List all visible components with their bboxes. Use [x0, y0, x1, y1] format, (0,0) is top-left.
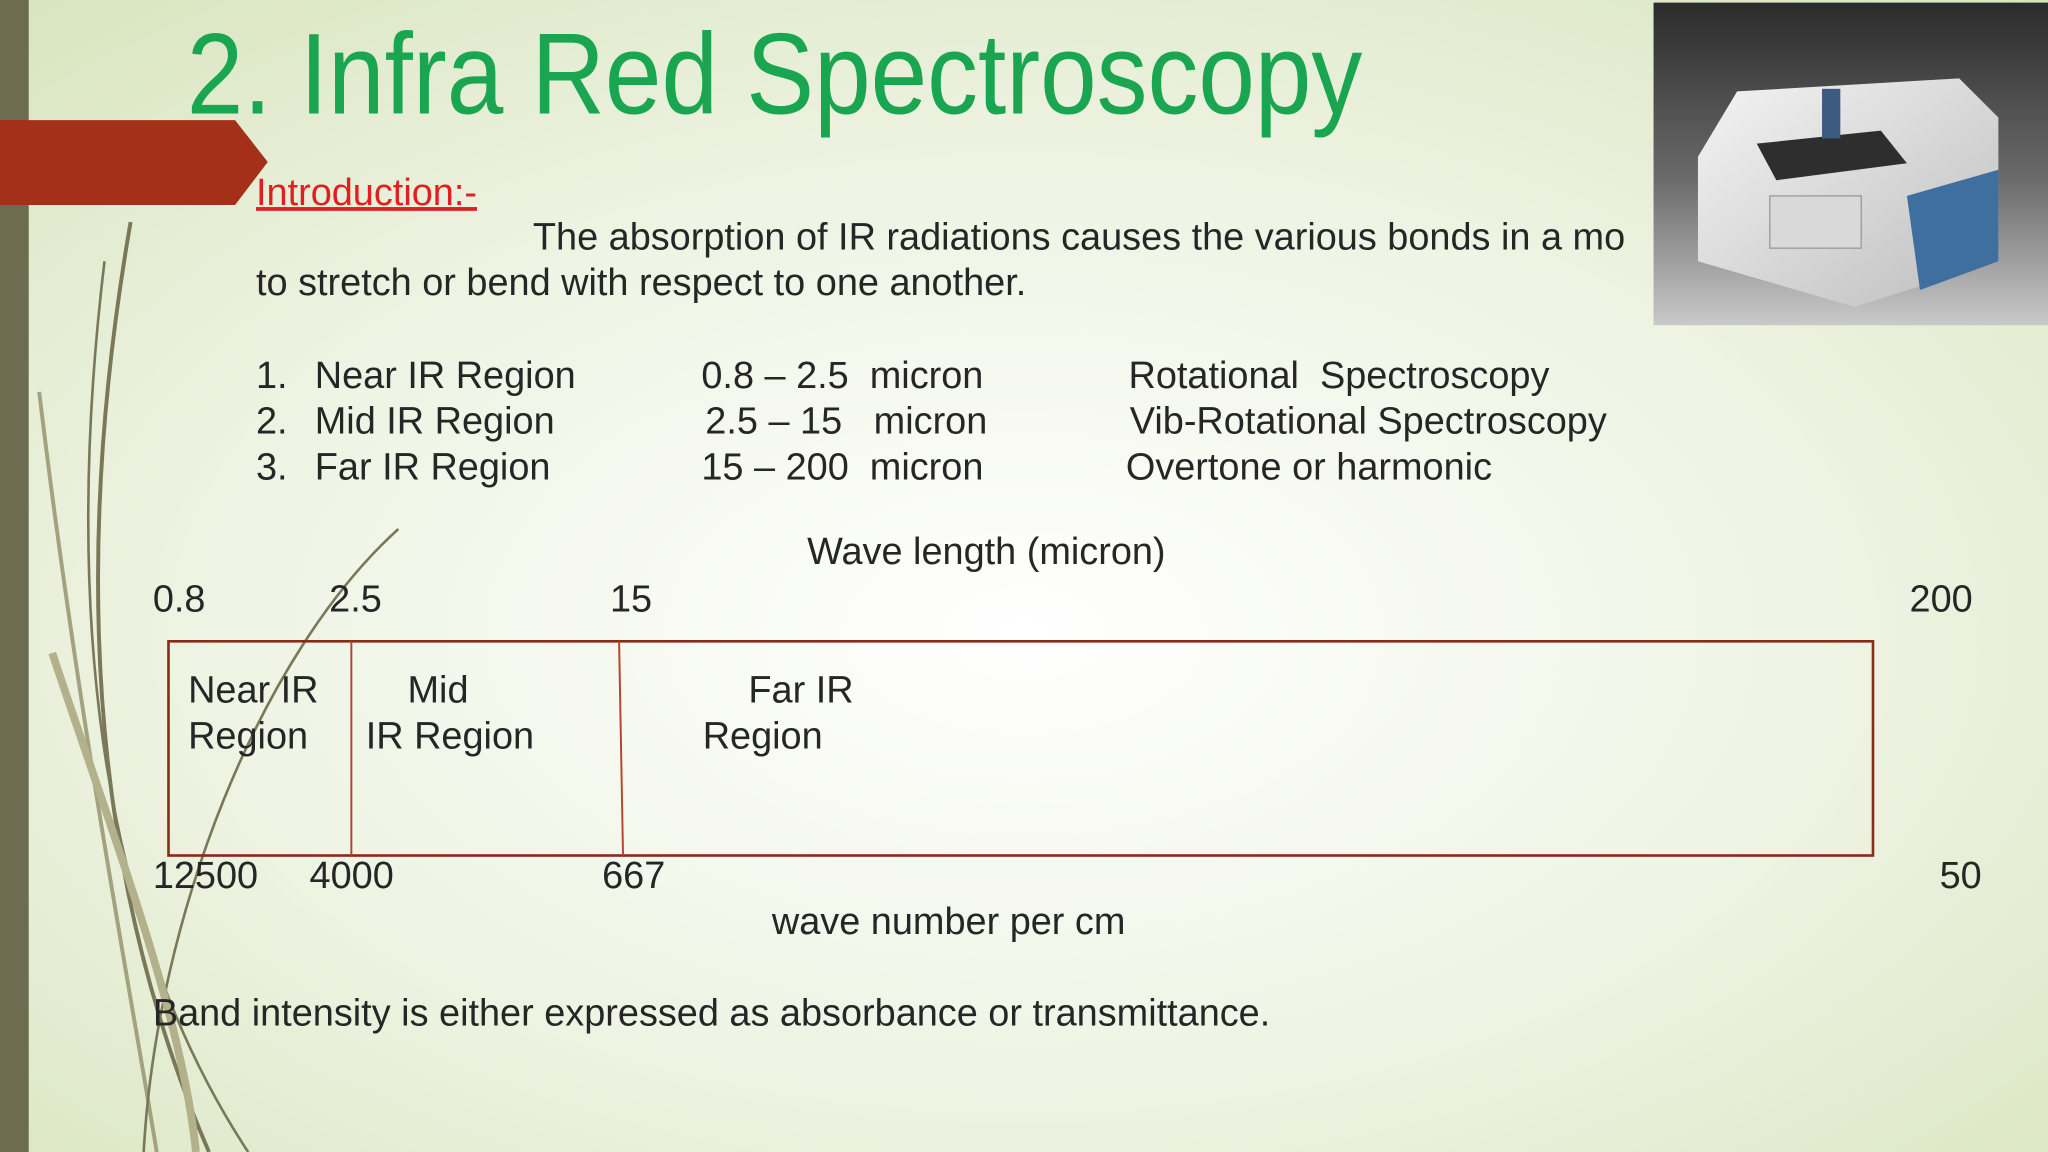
segment-label: Mid: [408, 670, 469, 712]
slide-title: 2. Infra Red Spectroscopy: [187, 11, 1363, 139]
region-name: Far IR Region: [315, 446, 551, 488]
spectrometer-photo: [1653, 2, 2048, 326]
axis-title: Wave length (micron): [807, 531, 1165, 573]
region-spectroscopy: Vib-Rotational Spectroscopy: [1130, 401, 1607, 443]
wavelength-tick: 15: [610, 578, 652, 620]
region-range: 2.5 – 15 micron: [705, 401, 987, 443]
region-name: Near IR Region: [315, 355, 576, 397]
segment-label: Region: [703, 715, 823, 757]
body-text: to stretch or bend with respect to one a…: [256, 262, 1026, 304]
decor-curves: [37, 221, 400, 1152]
wavelength-tick: 2.5: [329, 578, 382, 620]
list-number: 1.: [256, 355, 288, 397]
region-name: Mid IR Region: [315, 401, 555, 443]
region-spectroscopy: Rotational Spectroscopy: [1128, 355, 1549, 397]
list-number: 3.: [256, 446, 288, 488]
region-box: [167, 639, 1875, 857]
region-range: 0.8 – 2.5 micron: [701, 355, 983, 397]
spectrum-diagram: Wave length (micron) 0.8 2.5 15 200 Near…: [153, 531, 1982, 943]
segment-label: IR Region: [366, 715, 534, 757]
region-spectroscopy: Overtone or harmonic: [1126, 446, 1492, 488]
wavenumber-tick: 667: [602, 855, 665, 897]
segment-label: Near IR: [188, 670, 318, 712]
accent-arrow: [0, 120, 268, 206]
segment-label: Far IR: [748, 670, 853, 712]
wavelength-tick: 200: [1910, 578, 1973, 620]
region-range: 15 – 200 micron: [701, 446, 983, 488]
divider: [618, 641, 624, 856]
intro-heading: Introduction:-: [256, 172, 477, 214]
list-number: 2.: [256, 401, 288, 443]
wavenumber-tick: 12500: [153, 855, 258, 897]
wavenumber-tick: 50: [1940, 855, 1982, 897]
segment-label: Region: [188, 715, 308, 757]
axis-title: wave number per cm: [771, 901, 1125, 943]
footer-text: Band intensity is either expressed as ab…: [153, 992, 1270, 1034]
wavelength-tick: 0.8: [153, 578, 206, 620]
wavenumber-tick: 4000: [310, 855, 394, 897]
body-text: The absorption of IR radiations causes t…: [533, 216, 1625, 258]
region-list: 1. Near IR Region 0.8 – 2.5 micron Rotat…: [256, 355, 1607, 488]
